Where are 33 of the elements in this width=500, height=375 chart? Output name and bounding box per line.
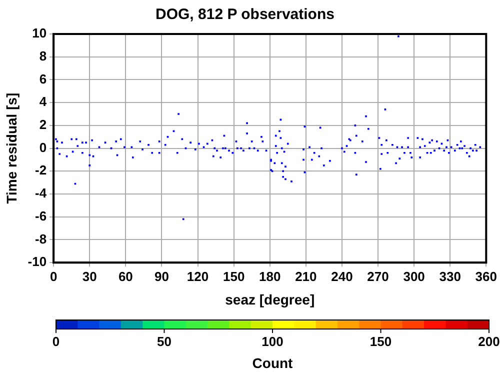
y-tick-label: 4 [39,94,48,110]
x-tick-label: 240 [331,268,353,284]
x-tick-label: 300 [403,268,425,284]
x-tick-label: 90 [154,268,169,284]
x-tick-label: 120 [186,268,209,284]
x-tick-label: 0 [50,268,58,284]
color-bar-label: 50 [157,334,172,350]
y-axis-title: Time residual [s] [3,92,20,204]
y-tick-label: 8 [39,48,47,64]
color-bar-label: 150 [370,334,392,350]
x-tick-label: 210 [295,268,317,284]
y-tick-label: -2 [35,162,47,178]
y-tick-label: 2 [39,117,47,132]
y-tick-label: 10 [32,26,47,41]
y-tick-label: -8 [35,231,47,246]
x-tick-label: 270 [367,268,389,284]
x-axis-title: seaz [degree] [225,291,315,308]
color-bar-label: 200 [478,334,500,350]
color-bar-title: Count [252,354,294,371]
x-tick-label: 150 [222,268,245,284]
y-tick-label: -6 [35,208,47,224]
y-tick-label: -4 [35,186,48,201]
x-tick-label: 360 [475,268,498,284]
y-tick-label: -10 [28,254,47,270]
x-tick-label: 30 [82,268,97,284]
color-bar-label: 0 [52,334,60,350]
y-tick-label: 0 [39,140,47,155]
x-tick-label: 60 [118,268,133,284]
color-bar-label: 100 [262,334,284,350]
x-tick-label: 330 [439,268,461,284]
y-tick-label: 6 [39,71,47,86]
x-tick-label: 180 [259,268,281,284]
chart-title: DOG, 812 P observations [156,6,334,24]
